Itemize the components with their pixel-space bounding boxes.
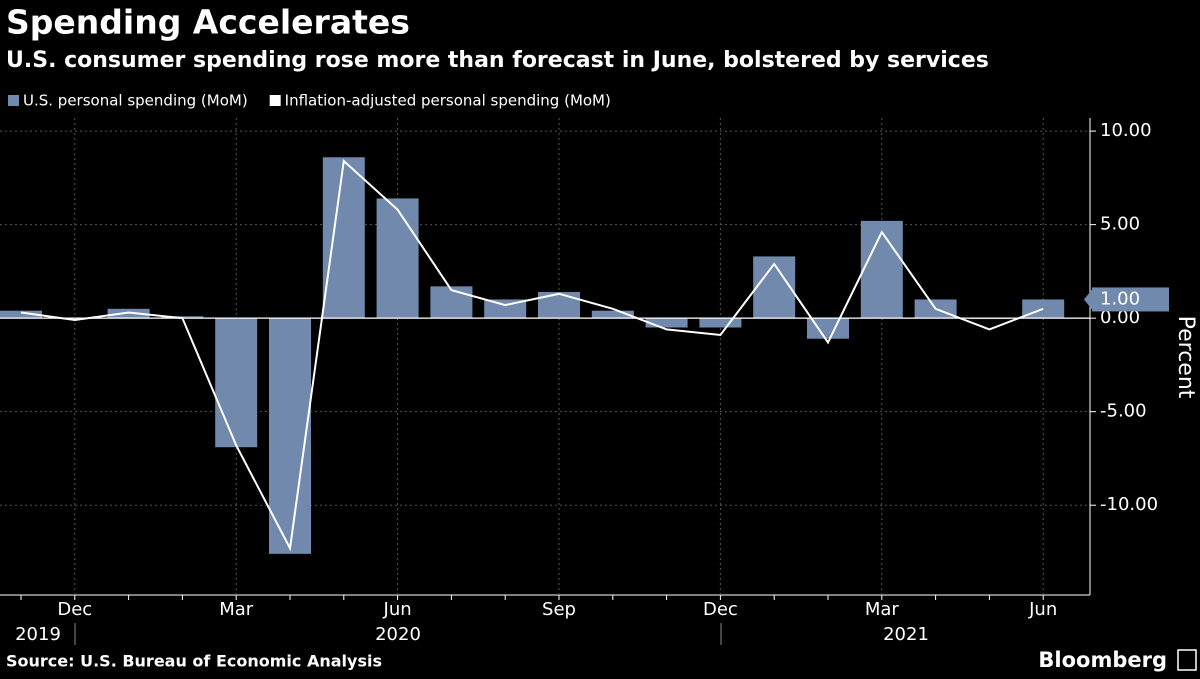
brand: Bloomberg	[1038, 648, 1167, 672]
value-label: 1.00	[1100, 288, 1140, 309]
bar	[0, 310, 42, 319]
bar	[484, 299, 527, 319]
y-axis-label: Percent	[1173, 316, 1198, 399]
y-tick-label: 5.00	[1100, 214, 1140, 235]
legend-label: U.S. personal spending (MoM)	[23, 92, 248, 110]
bar	[322, 157, 365, 319]
bar	[430, 286, 473, 319]
bar	[269, 318, 311, 554]
x-tick-label: Dec	[57, 599, 92, 620]
x-tick-label: Mar	[219, 599, 254, 620]
x-tick-label: Sep	[542, 599, 576, 620]
year-label: 2019	[15, 624, 61, 645]
bar	[591, 310, 634, 319]
bar	[860, 220, 903, 319]
legend-swatch	[8, 95, 19, 106]
chart-title: Spending Accelerates	[6, 3, 410, 42]
y-tick-label: 0.00	[1100, 307, 1140, 328]
bar	[376, 198, 419, 319]
chart-subtitle: U.S. consumer spending rose more than fo…	[6, 48, 989, 73]
value-label-pointer	[1084, 289, 1092, 310]
y-tick-label: -10.00	[1100, 494, 1158, 515]
bar	[699, 318, 742, 328]
brand-icon	[1177, 649, 1197, 671]
year-label: 2021	[883, 624, 929, 645]
y-tick-label: -5.00	[1100, 401, 1147, 422]
x-tick-label: Jun	[383, 599, 412, 620]
legend-swatch	[269, 95, 281, 106]
year-label: 2020	[375, 624, 421, 645]
source: Source: U.S. Bureau of Economic Analysis	[6, 652, 382, 671]
bar	[753, 256, 796, 319]
bar	[807, 318, 849, 339]
x-tick-label: Jun	[1028, 599, 1057, 620]
y-tick-label: 10.00	[1100, 120, 1152, 141]
x-tick-label: Mar	[865, 599, 900, 620]
line	[20, 159, 1044, 552]
value-label-box	[1092, 287, 1169, 312]
legend-label: Inflation-adjusted personal spending (Mo…	[285, 92, 611, 110]
bar	[645, 318, 688, 328]
bar	[215, 318, 258, 448]
x-tick-label: Dec	[703, 599, 738, 620]
